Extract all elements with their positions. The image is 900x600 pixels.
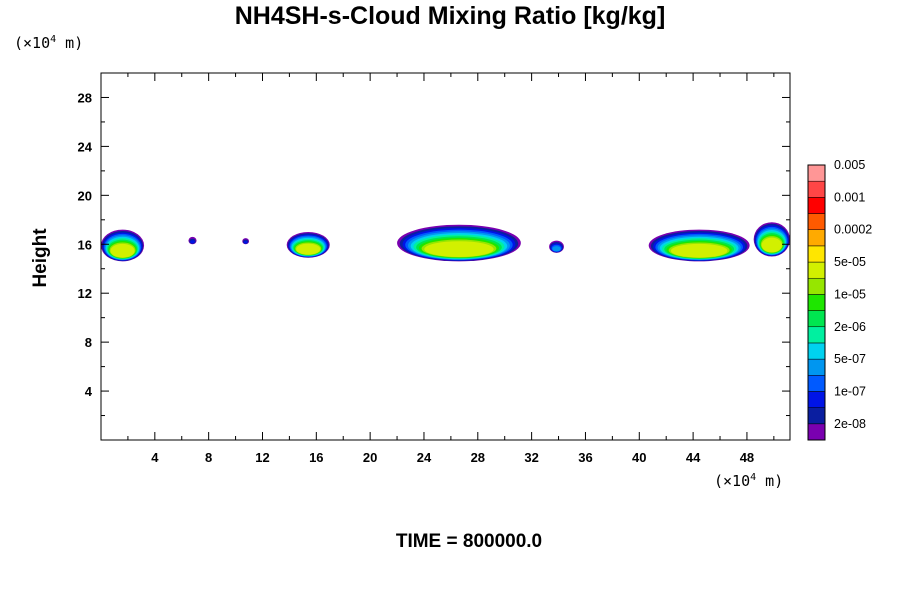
x-tick-label: 16 [309, 450, 323, 465]
colorbar-label: 0.005 [834, 158, 865, 172]
cloud-right [648, 229, 750, 262]
x-tick-label: 8 [205, 450, 212, 465]
x-tick-label: 36 [578, 450, 592, 465]
cloud-small [549, 240, 564, 253]
colorbar-label: 1e-07 [834, 384, 866, 398]
colorbar-frame [807, 164, 826, 441]
colorbar-label: 1e-05 [834, 287, 866, 301]
colorbar-label: 5e-07 [834, 352, 866, 366]
cloud-main-level-10 [424, 241, 494, 257]
plot-frame [100, 72, 791, 441]
x-tick-label: 48 [740, 450, 754, 465]
colorbar-swatch [807, 342, 826, 360]
cloud-edge [753, 222, 790, 257]
colorbar-swatch [807, 407, 826, 425]
cloud-small-level-4 [552, 246, 561, 252]
colorbar-swatch [807, 180, 826, 198]
colorbar-label: 2e-08 [834, 417, 866, 431]
cloud-edge-level-10 [761, 237, 783, 253]
x-tick-label: 4 [151, 450, 159, 465]
x-tick-label: 12 [255, 450, 269, 465]
colorbar-swatch [807, 358, 826, 376]
colorbar-swatch [807, 245, 826, 263]
y-tick-label: 12 [78, 286, 92, 301]
x-tick-label: 20 [363, 450, 377, 465]
colorbar-swatch [807, 310, 826, 328]
cloud-a-level-10 [296, 243, 321, 255]
x-tick-label: 24 [417, 450, 432, 465]
colorbar-swatch [807, 213, 826, 230]
cloud-left [101, 229, 145, 262]
colorbar: 2e-08 1e-07 5e-07 2e-06 1e-05 5e-05 0.0002 0.00… [807, 158, 872, 441]
y-tick-label: 20 [78, 188, 92, 203]
y-tick-label: 8 [85, 335, 92, 350]
x-tick-label: 40 [632, 450, 646, 465]
colorbar-swatch [807, 423, 826, 441]
cloud-right-level-10 [670, 243, 728, 258]
y-axis-unit: (×104 m) [14, 34, 84, 52]
colorbar-swatch [807, 326, 826, 344]
cloud-field [101, 222, 790, 262]
x-tick-label: 44 [686, 450, 701, 465]
y-tick-label: 16 [78, 237, 92, 252]
cloud-left-level-10 [110, 243, 135, 258]
cloud-blob-b-level-2 [243, 240, 248, 244]
y-tick-label: 4 [85, 384, 93, 399]
cloud-blob-b [242, 238, 250, 245]
x-tick-label: 28 [471, 450, 485, 465]
x-tick-label: 32 [524, 450, 538, 465]
colorbar-label: 0.001 [834, 190, 865, 204]
colorbar-swatch [807, 375, 826, 392]
colorbar-swatch [807, 261, 826, 279]
time-label: TIME = 800000.0 [395, 531, 543, 552]
cloud-main [397, 224, 521, 262]
y-tick-label: 28 [78, 90, 92, 105]
colorbar-swatch [807, 294, 826, 311]
cloud-blob-a [188, 236, 197, 245]
colorbar-swatch [807, 229, 826, 247]
y-tick-label: 24 [78, 139, 93, 154]
colorbar-label: 0.0002 [834, 223, 872, 237]
colorbar-swatch [807, 277, 826, 295]
colorbar-label: 2e-06 [834, 320, 866, 334]
colorbar-swatch [807, 164, 826, 182]
chart-title: NH4SH-s-Cloud Mixing Ratio [kg/kg] [234, 2, 666, 30]
colorbar-swatch [807, 197, 826, 214]
cloud-blob-a-level-2 [190, 240, 195, 244]
x-axis-unit: (×104 m) [714, 472, 784, 490]
colorbar-swatch [807, 391, 826, 408]
colorbar-label: 5e-05 [834, 255, 866, 269]
cloud-a [286, 232, 330, 258]
